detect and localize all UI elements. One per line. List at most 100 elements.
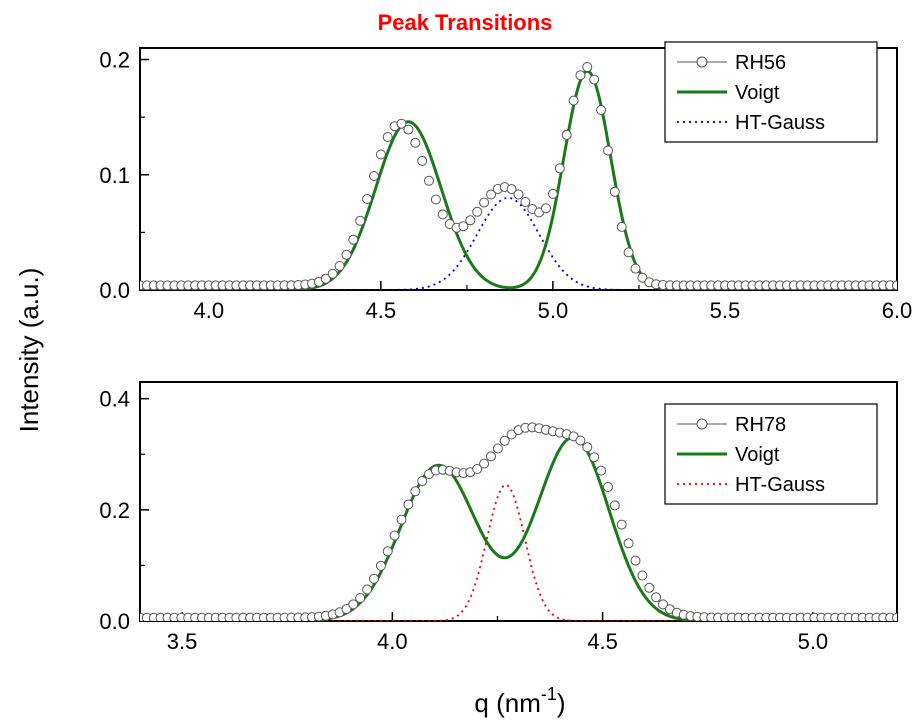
data-point <box>472 464 483 474</box>
data-point <box>644 582 655 593</box>
data-point <box>417 155 428 166</box>
x-tick-label: 3.5 <box>167 629 198 654</box>
data-point <box>623 538 634 549</box>
data-point <box>327 268 338 279</box>
series-line-ht-gauss <box>140 483 897 621</box>
x-tick-label: 4.0 <box>194 298 225 323</box>
data-point <box>403 499 414 510</box>
data-point <box>637 272 648 283</box>
y-axis-title: Intensity (a.u.) <box>14 268 44 433</box>
data-point <box>396 118 407 129</box>
data-point <box>568 95 579 106</box>
data-point <box>603 482 613 492</box>
x-tick-label: 4.5 <box>587 629 618 654</box>
legend-label: RH56 <box>735 52 786 74</box>
data-point <box>547 188 558 199</box>
data-point <box>616 221 627 232</box>
plot-frame <box>139 381 898 622</box>
data-point <box>596 105 607 115</box>
plot-area <box>140 62 897 290</box>
data-point <box>486 189 496 200</box>
chart-title: Peak Transitions <box>378 10 553 35</box>
data-point <box>582 442 593 453</box>
x-axis-title: q (nm-1) <box>474 684 565 718</box>
data-point <box>486 451 496 462</box>
data-point <box>575 435 586 446</box>
legend-label: RH78 <box>735 414 786 436</box>
x-tick-label: 5.5 <box>710 298 741 323</box>
data-point <box>369 171 379 181</box>
data-point <box>410 137 421 148</box>
data-point <box>341 604 352 615</box>
x-tick-label: 4.0 <box>377 629 408 654</box>
data-point <box>348 234 359 245</box>
data-point <box>355 593 366 603</box>
x-axis-title-close: ) <box>557 688 566 718</box>
data-point <box>541 203 551 214</box>
x-axis-title-base: q (nm <box>474 688 540 718</box>
data-point <box>355 215 366 226</box>
data-point <box>465 215 476 226</box>
legend: RH78 Voigt HT-Gauss <box>664 403 878 505</box>
y-tick-label: 0.2 <box>99 498 130 523</box>
data-point <box>348 599 359 610</box>
data-point <box>561 129 572 140</box>
data-point <box>375 149 386 160</box>
data-point <box>437 209 448 220</box>
data-point <box>506 429 517 440</box>
data-point <box>892 280 897 290</box>
data-point <box>472 206 483 217</box>
data-point <box>334 261 345 271</box>
data-point <box>575 70 586 81</box>
data-point <box>651 592 662 603</box>
data-point <box>554 163 565 174</box>
data-point <box>320 273 331 284</box>
data-point <box>499 435 510 446</box>
y-tick-label: 0.2 <box>99 48 130 73</box>
data-point <box>458 221 469 232</box>
data-point <box>506 184 517 195</box>
series-line-ht-gauss <box>140 196 897 290</box>
data-point <box>424 175 434 186</box>
y-tick-label: 0.4 <box>99 387 130 412</box>
legend-label: HT-Gauss <box>735 474 825 496</box>
data-point <box>630 263 641 274</box>
legend-label: HT-Gauss <box>735 112 825 134</box>
data-point <box>513 189 524 200</box>
plot-area <box>140 422 897 621</box>
data-point <box>589 74 600 85</box>
data-point <box>637 570 648 581</box>
legend-label: Voigt <box>735 82 780 104</box>
data-point <box>582 62 593 72</box>
data-point <box>596 465 607 476</box>
data-point <box>375 560 386 571</box>
data-point <box>603 145 613 156</box>
x-tick-label: 4.5 <box>366 298 397 323</box>
data-point <box>623 247 634 258</box>
top-panel: 4.0 4.5 5.0 5.5 6.0 0.0 0.1 0.2 RH56 Voigt HT-Gaus… <box>99 41 913 323</box>
data-point <box>479 458 490 469</box>
data-point <box>382 546 393 557</box>
bottom-panel: 3.5 4.0 4.5 5.0 0.0 0.2 0.4 RH78 Voigt HT-Gauss <box>99 381 898 654</box>
data-point <box>417 476 428 487</box>
data-point <box>389 530 400 541</box>
data-point <box>658 599 668 610</box>
data-point <box>369 573 379 584</box>
data-point <box>410 486 421 497</box>
data-point <box>362 584 373 595</box>
data-point <box>430 194 441 205</box>
data-point <box>403 124 414 135</box>
series-line-voigt <box>140 69 897 290</box>
data-point <box>479 197 490 208</box>
data-point <box>589 452 600 463</box>
x-tick-label: 6.0 <box>882 298 913 323</box>
series-line-voigt <box>140 435 897 621</box>
y-tick-label: 0.0 <box>99 609 130 634</box>
data-point <box>341 249 352 260</box>
x-tick-label: 5.0 <box>538 298 569 323</box>
data-point <box>609 500 620 511</box>
data-point <box>520 197 531 207</box>
data-point <box>362 194 373 204</box>
legend-swatch-marker <box>696 56 708 68</box>
